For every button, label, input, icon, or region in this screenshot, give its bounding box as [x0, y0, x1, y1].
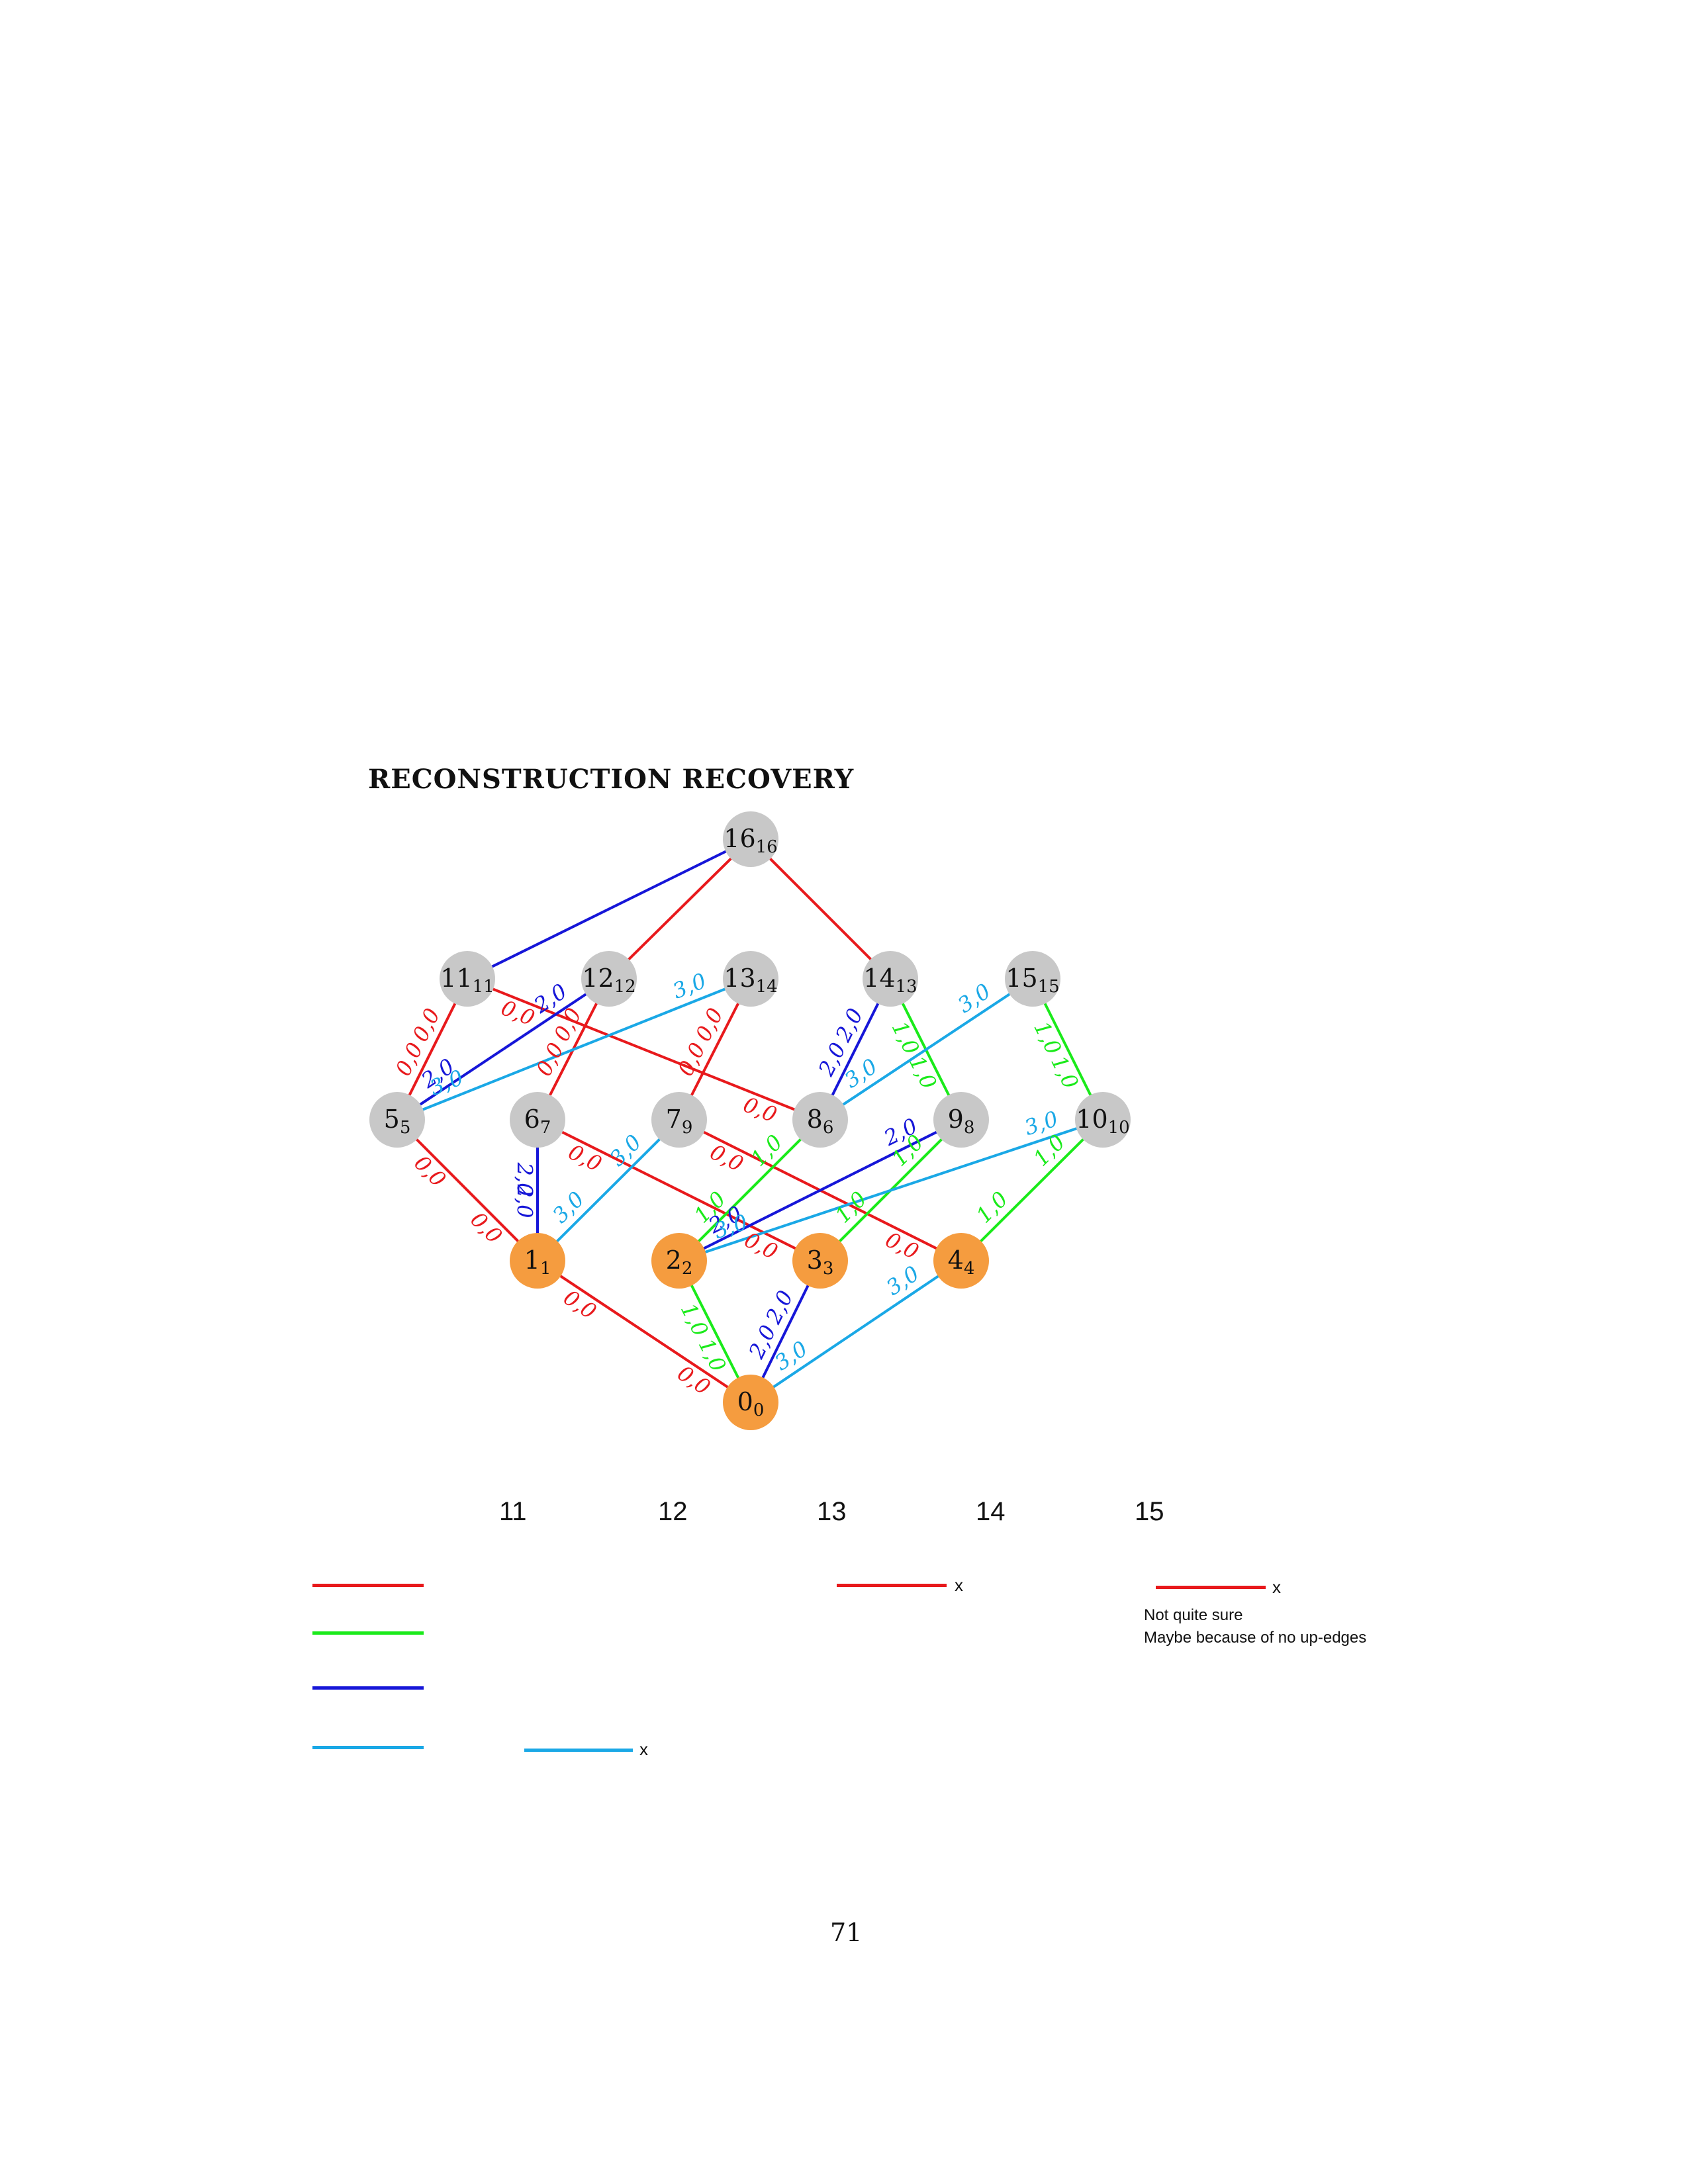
node-0: 00: [723, 1375, 778, 1430]
node-5: 55: [369, 1092, 425, 1148]
edge-label-15-8-top: 3,0: [953, 978, 995, 1018]
edge-label-1-0-top: 0,0: [559, 1285, 600, 1324]
mark-line-15-red: [1156, 1586, 1266, 1589]
edge-7-1: [538, 1120, 679, 1261]
edge-label-4-0-top: 3,0: [882, 1261, 923, 1300]
edges-layer: [397, 839, 1103, 1402]
note-line-1: Not quite sure: [1144, 1604, 1243, 1627]
edge-label-15-10-bottom: 1,0: [1046, 1052, 1084, 1093]
legend-line-green: [312, 1631, 424, 1635]
mark-x-15: x: [1272, 1577, 1281, 1598]
edge-label-3-0-top: 2,0: [761, 1287, 798, 1328]
legend-line-blue: [312, 1686, 424, 1690]
column-number-12: 12: [658, 1497, 688, 1527]
edge-labels-layer: 0,00,00,00,02,02,00,00,03,03,00,00,02,02…: [391, 968, 1084, 1400]
edge-label-7-1-top: 3,0: [604, 1130, 646, 1171]
edge-label-8-2-top: 1,0: [746, 1130, 788, 1171]
edge-label-10-4-bottom: 1,0: [971, 1187, 1013, 1228]
edge-label-5-1-bottom: 0,0: [465, 1207, 507, 1249]
edge-label-2-0-top: 1,0: [676, 1299, 714, 1341]
edge-label-11-5-top: 0,0: [408, 1004, 445, 1045]
note-line-2: Maybe because of no up-edges: [1144, 1627, 1366, 1649]
column-number-14: 14: [976, 1497, 1006, 1527]
node-16: 1616: [723, 811, 778, 867]
edge-label-15-10-top: 1,0: [1029, 1017, 1066, 1058]
page-number: 71: [830, 1918, 862, 1947]
mark-x-14: x: [955, 1575, 963, 1596]
node-12: 1212: [581, 951, 637, 1007]
node-1: 11: [510, 1233, 565, 1289]
edge-label-7-4-bottom: 0,0: [882, 1227, 923, 1265]
node-10: 1010: [1075, 1092, 1131, 1148]
edge-4-0: [751, 1261, 961, 1402]
legend-line-cyan: [312, 1746, 424, 1749]
mark-x-12: x: [639, 1739, 648, 1760]
edge-label-14-9-bottom: 1,0: [904, 1052, 942, 1093]
node-11: 1111: [440, 951, 495, 1007]
column-number-13: 13: [817, 1497, 847, 1527]
node-15: 1515: [1005, 951, 1060, 1007]
edge-label-7-4-top: 0,0: [706, 1139, 748, 1177]
node-7: 79: [651, 1092, 707, 1148]
edge-label-12-6-bottom: 0,0: [531, 1038, 569, 1080]
node-9: 98: [933, 1092, 989, 1148]
edge-label-5-1-top: 0,0: [409, 1150, 451, 1192]
node-2: 22: [651, 1233, 707, 1289]
node-13: 1314: [723, 951, 778, 1007]
node-14: 1413: [863, 951, 918, 1007]
edge-label-6-1-bottom: 2,0: [512, 1184, 538, 1218]
node-6: 67: [510, 1092, 565, 1148]
edge-label-11-8-bottom: 0,0: [740, 1092, 780, 1128]
edge-label-7-1-bottom: 3,0: [547, 1187, 589, 1228]
edge-label-14-8-top: 2,0: [830, 1004, 868, 1046]
edge-label-6-3-top: 0,0: [565, 1139, 606, 1177]
edge-label-13-7-top: 0,0: [690, 1004, 728, 1046]
edge-16-12: [609, 839, 751, 979]
edge-label-14-9-top: 1,0: [887, 1017, 925, 1059]
column-number-11: 11: [499, 1497, 527, 1527]
edge-label-9-3-bottom: 1,0: [830, 1187, 872, 1228]
node-3: 33: [792, 1233, 848, 1289]
mark-line-14-red: [837, 1584, 947, 1587]
node-8: 86: [792, 1092, 848, 1148]
legend-line-red: [312, 1584, 424, 1587]
mark-line-12-cyan: [524, 1749, 633, 1752]
edge-16-14: [751, 839, 890, 979]
edge-15-8: [820, 979, 1033, 1120]
column-number-15: 15: [1135, 1497, 1164, 1527]
edge-10-4: [961, 1120, 1103, 1261]
node-4: 44: [933, 1233, 989, 1289]
edge-label-15-8-bottom: 3,0: [840, 1054, 882, 1093]
edge-1-0: [538, 1261, 751, 1402]
